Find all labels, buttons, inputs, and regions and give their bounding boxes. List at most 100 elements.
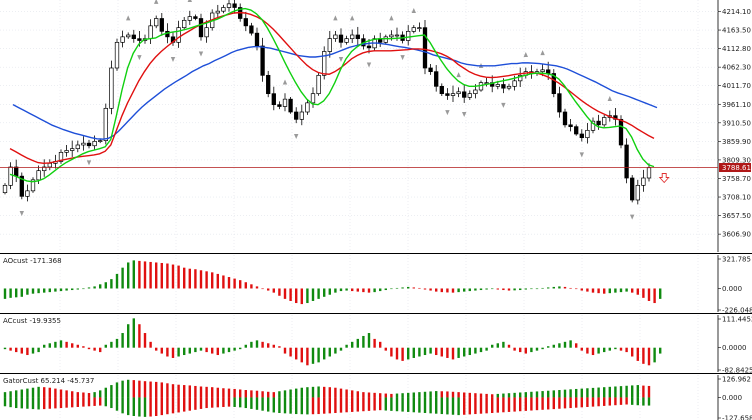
candle-bear xyxy=(19,175,24,197)
histogram-bar xyxy=(362,288,365,293)
y-tick-label: 4011.70 xyxy=(722,82,751,90)
gator-upper-bar xyxy=(547,390,550,398)
histogram-bar xyxy=(160,262,163,289)
histogram-bar xyxy=(9,347,12,351)
histogram-bar xyxy=(9,288,12,298)
histogram-bar xyxy=(345,344,348,348)
fractal-down-marker xyxy=(19,211,24,216)
fractal-up-marker xyxy=(126,15,131,21)
histogram-bar xyxy=(239,280,242,289)
candle-bull xyxy=(383,36,388,43)
histogram-bar xyxy=(563,286,567,289)
candle-bull xyxy=(58,151,64,162)
histogram-bar xyxy=(446,288,449,293)
gator-upper-bar xyxy=(244,390,247,398)
gator-upper-bar xyxy=(104,387,107,398)
gator-lower-bar xyxy=(636,397,639,406)
gator-upper-bar xyxy=(614,386,617,398)
gator-lower-bar xyxy=(379,397,382,411)
gator-upper-bar xyxy=(76,392,79,398)
gator-lower-bar xyxy=(547,397,550,410)
gator-upper-bar xyxy=(127,379,130,398)
candle-bear xyxy=(579,133,584,139)
candle-bull xyxy=(394,34,400,37)
gator-upper-bar xyxy=(183,385,186,398)
y-tick-label: -226.048 xyxy=(722,307,752,315)
histogram-bar xyxy=(278,346,281,348)
gator-lower-bar xyxy=(328,397,331,414)
candle-bull xyxy=(30,179,36,192)
y-tick-label: 4214.10 xyxy=(722,8,751,16)
candle-bull xyxy=(450,93,456,96)
histogram-bar xyxy=(233,347,236,351)
gator-lower-bar xyxy=(87,397,91,407)
gator-upper-bar xyxy=(401,393,404,398)
gator-upper-bar xyxy=(87,393,91,398)
histogram-bar xyxy=(222,275,225,289)
gator-upper-bar xyxy=(457,392,460,398)
gator-lower-bar xyxy=(278,397,281,413)
y-tick-label: 3708.10 xyxy=(722,194,751,202)
histogram-bar xyxy=(530,347,533,353)
histogram-bar xyxy=(104,344,107,348)
histogram-bar xyxy=(642,288,645,298)
candle-bull xyxy=(310,93,316,104)
candle-bull xyxy=(148,25,153,40)
fractal-up-marker xyxy=(540,50,545,56)
candle-bull xyxy=(456,91,461,95)
histogram-bar xyxy=(569,340,572,348)
candle-bull xyxy=(81,142,86,146)
histogram-bar xyxy=(440,288,443,293)
y-tick-label: 3859.90 xyxy=(722,138,751,146)
gator-upper-bar xyxy=(9,391,12,398)
gator-lower-bar xyxy=(513,397,516,412)
gator-upper-bar xyxy=(283,390,287,398)
candle-bull xyxy=(282,98,288,107)
histogram-bar xyxy=(65,288,68,291)
gator-lower-bar xyxy=(429,397,432,414)
gator-upper-bar xyxy=(177,384,180,398)
histogram-bar xyxy=(463,288,466,292)
y-tick-label: 3606.90 xyxy=(722,231,751,239)
histogram-bar xyxy=(351,288,354,292)
histogram-bar xyxy=(155,347,158,351)
gator-lower-bar xyxy=(143,397,147,417)
candle-bear xyxy=(618,118,624,146)
histogram-bar xyxy=(155,262,158,289)
candle-bear xyxy=(568,124,573,128)
gator-lower-bar xyxy=(132,397,135,416)
gator-lower-bar xyxy=(507,397,511,412)
gator-lower-bar xyxy=(15,397,18,409)
gator-lower-bar xyxy=(149,397,152,417)
histogram-bar xyxy=(373,288,376,293)
histogram-bar xyxy=(188,347,191,354)
candle-bull xyxy=(221,7,226,12)
candle-bear xyxy=(501,84,506,89)
gator-upper-bar xyxy=(619,386,623,398)
histogram-bar xyxy=(552,344,555,348)
histogram-bar xyxy=(418,347,421,357)
candle-bull xyxy=(2,184,8,194)
histogram-bar xyxy=(519,288,522,291)
candle-bear xyxy=(574,126,579,135)
histogram-bar xyxy=(127,262,130,289)
gator-lower-bar xyxy=(283,397,287,414)
gator-lower-bar xyxy=(222,397,225,407)
histogram-bar xyxy=(177,347,180,357)
histogram-bar xyxy=(267,343,270,348)
gator-lower-bar xyxy=(485,397,488,414)
histogram-bar xyxy=(3,347,7,350)
histogram-bar xyxy=(143,333,147,348)
candle-bull xyxy=(344,38,349,43)
histogram-bar xyxy=(401,347,404,361)
histogram-bar xyxy=(166,347,169,357)
histogram-bar xyxy=(71,288,74,291)
histogram-bar xyxy=(345,288,348,291)
gator-lower-bar xyxy=(31,397,35,410)
gator-lower-bar xyxy=(647,397,651,406)
candle-bull xyxy=(109,67,114,109)
candle-bull xyxy=(333,34,338,40)
histogram-bar xyxy=(43,288,46,293)
histogram-bar xyxy=(334,288,337,293)
